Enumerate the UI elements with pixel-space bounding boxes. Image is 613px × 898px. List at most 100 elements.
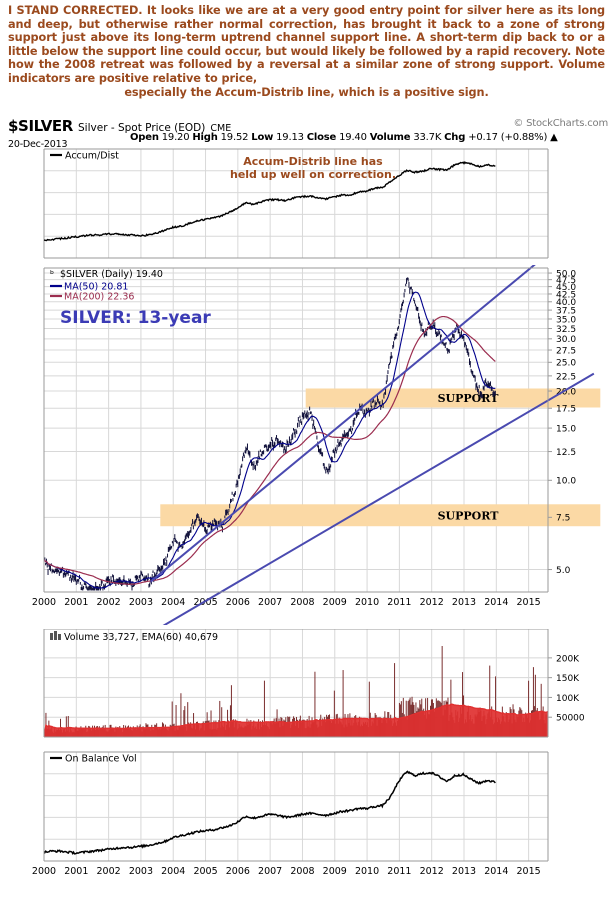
- accum-dist-panel: Accum/Dist Accum-Distrib line has held up …: [0, 146, 613, 265]
- support-zone-label: SUPPORT: [438, 392, 500, 405]
- ma50-line: [44, 291, 496, 589]
- ticker-exchange: CME: [210, 123, 232, 134]
- price-axis-tick-label: 40.0: [556, 298, 576, 308]
- quote-label-high: High: [192, 132, 218, 143]
- price-title-annotation: SILVER: 13-year: [60, 308, 211, 328]
- x-axis-year-label: 2013: [452, 866, 476, 877]
- price-bars: [44, 277, 496, 591]
- x-axis-year-label: 2001: [64, 597, 88, 608]
- price-axis-tick-label: 25.0: [556, 359, 576, 369]
- quote-label-close: Close: [306, 132, 337, 143]
- x-axis-year-label: 2000: [32, 866, 56, 877]
- price-axis-tick-label: 17.5: [556, 405, 576, 415]
- x-axis-year-label: 2006: [226, 597, 250, 608]
- x-axis-year-label: 2002: [97, 597, 121, 608]
- quote-label-volume: Volume: [369, 132, 411, 143]
- price-axis-tick-label: 32.5: [556, 325, 576, 335]
- price-chart: 2000 2001 2002 2003 2004 2005 2006 2007 2008 2009…: [32, 265, 601, 625]
- accum-dist-legend-label: Accum/Dist: [65, 151, 119, 162]
- stockcharts-logo: © StockCharts.com: [513, 118, 608, 129]
- quote-value-chg: +0.17 (+0.88%): [468, 132, 548, 143]
- price-axis-tick-label: 45.0: [556, 283, 576, 293]
- accum-dist-annotation-line1: Accum-Distrib line has: [243, 155, 383, 168]
- quote-value-volume: 33.7K: [413, 132, 442, 143]
- x-axis-year-label: 2003: [129, 597, 153, 608]
- quote-value-high: 19.52: [220, 132, 249, 143]
- commentary-line-0: I STAND CORRECTED. It looks like we are …: [8, 4, 535, 17]
- quote-label-open: Open: [130, 132, 159, 143]
- channel-upper-line: [149, 265, 536, 583]
- price-axis-tick-label: 10.0: [556, 477, 576, 487]
- x-axis-year-label: 2011: [387, 597, 411, 608]
- volume-axis-tick-label: 150K: [556, 674, 580, 684]
- price-axis-tick-label: 30.0: [556, 335, 576, 345]
- x-axis-year-label: 2001: [64, 866, 88, 877]
- x-axis-year-label: 2005: [193, 597, 217, 608]
- x-axis-year-label: 2008: [290, 597, 314, 608]
- x-axis-year-label: 2008: [290, 866, 314, 877]
- price-axis-tick-label: 12.5: [556, 448, 576, 458]
- accum-dist-line: [43, 161, 496, 242]
- price-axis-tick-label: 47.5: [556, 276, 576, 286]
- commentary-text: I STAND CORRECTED. It looks like we are …: [0, 0, 613, 112]
- price-axis-tick-label: 7.5: [556, 514, 570, 524]
- volume-axis-tick-label: 100K: [556, 694, 580, 704]
- commentary-line-4: be followed by a rapid recovery. Note ho…: [8, 44, 605, 72]
- volume-ema-area: [44, 704, 548, 737]
- quote-date: 20-Dec-2013: [8, 139, 68, 150]
- price-axis-tick-label: 20.0: [556, 387, 576, 397]
- price-legend-glyph: ᵇ: [50, 269, 54, 280]
- quote-value-close: 19.40: [339, 132, 367, 143]
- commentary-line-3: short-term dip back to or a little below…: [8, 31, 605, 58]
- ma50-legend-label: MA(50) 20.81: [64, 282, 128, 293]
- commentary-last-line: especially the Accum-Distrib line, which…: [124, 85, 489, 99]
- support-zone-band: [160, 504, 601, 527]
- price-axis-tick-label: 5.0: [556, 566, 571, 576]
- volume-axis-tick-label: 50000: [556, 714, 585, 724]
- x-axis-year-label: 2010: [355, 866, 379, 877]
- x-axis-year-label: 2011: [387, 866, 411, 877]
- volume-axis-tick-label: 200K: [556, 654, 580, 664]
- x-axis-year-label: 2010: [355, 597, 379, 608]
- ticker-symbol: $SILVER: [8, 117, 73, 135]
- channel-lower-line: [162, 372, 595, 625]
- x-axis-year-label: 2009: [323, 597, 347, 608]
- volume-panel: 200K 150K 100K 50000 Volume 33,727, EMA(60) …: [0, 629, 613, 741]
- price-axis-tick-label: 50.0: [556, 269, 576, 279]
- price-legend-main: $SILVER (Daily) 19.40: [60, 269, 163, 280]
- x-axis-year-label: 2009: [323, 866, 347, 877]
- ma200-legend-label: MA(200) 22.36: [64, 292, 134, 303]
- obv-line: [43, 770, 496, 856]
- price-axis-tick-label: 35.0: [556, 315, 576, 325]
- quote-value-open: 19.20: [161, 132, 190, 143]
- quote-values: Open 19.20 High 19.52 Low 19.13 Close 19…: [130, 132, 558, 143]
- price-axis-tick-label: 42.5: [556, 290, 576, 300]
- volume-legend-label: Volume 33,727, EMA(60) 40,679: [64, 632, 218, 643]
- chart-header-row-symbol: $SILVER Silver - Spot Price (EOD) CME © …: [8, 116, 608, 135]
- commentary-line-1: as its long and deep, but otherwise rath…: [8, 4, 606, 31]
- commentary-line-5: at a similar zone of strong support. Vol…: [8, 58, 605, 85]
- x-axis-year-label: 2014: [484, 866, 508, 877]
- x-axis-year-label: 2006: [226, 866, 250, 877]
- volume-ema-line: [43, 703, 549, 733]
- chart-header: $SILVER Silver - Spot Price (EOD) CME © …: [8, 116, 608, 150]
- price-axis-tick-label: 27.5: [556, 346, 576, 356]
- price-panel: 2000 2001 2002 2003 2004 2005 2006 2007 2008 2009…: [0, 265, 613, 625]
- x-axis-year-label: 2007: [258, 597, 282, 608]
- x-axis-year-label: 2012: [420, 866, 444, 877]
- up-triangle-icon: ▲: [550, 132, 558, 143]
- ma200-line: [44, 315, 496, 585]
- ticker-description: Silver - Spot Price (EOD): [78, 122, 206, 134]
- price-axis-tick-label: 37.5: [556, 306, 576, 316]
- x-axis-year-label: 2005: [193, 866, 217, 877]
- obv-chart: 2000 2001 2002 2003 2004 2005 2006 2007 2008 2009…: [32, 751, 549, 877]
- volume-chart: 200K 150K 100K 50000 Volume 33,727, EMA(60) …: [43, 629, 585, 738]
- x-axis-year-label: 2014: [484, 597, 508, 608]
- x-axis-year-label: 2007: [258, 866, 282, 877]
- obv-panel: 2000 2001 2002 2003 2004 2005 2006 2007 2008 2009…: [0, 749, 613, 898]
- chart-header-row-quote: 20-Dec-2013 Open 19.20 High 19.52 Low 19…: [8, 132, 608, 150]
- support-zone-label: SUPPORT: [438, 509, 500, 522]
- accum-dist-annotation-line2: held up well on correction.: [230, 168, 396, 181]
- x-axis-year-label: 2002: [97, 866, 121, 877]
